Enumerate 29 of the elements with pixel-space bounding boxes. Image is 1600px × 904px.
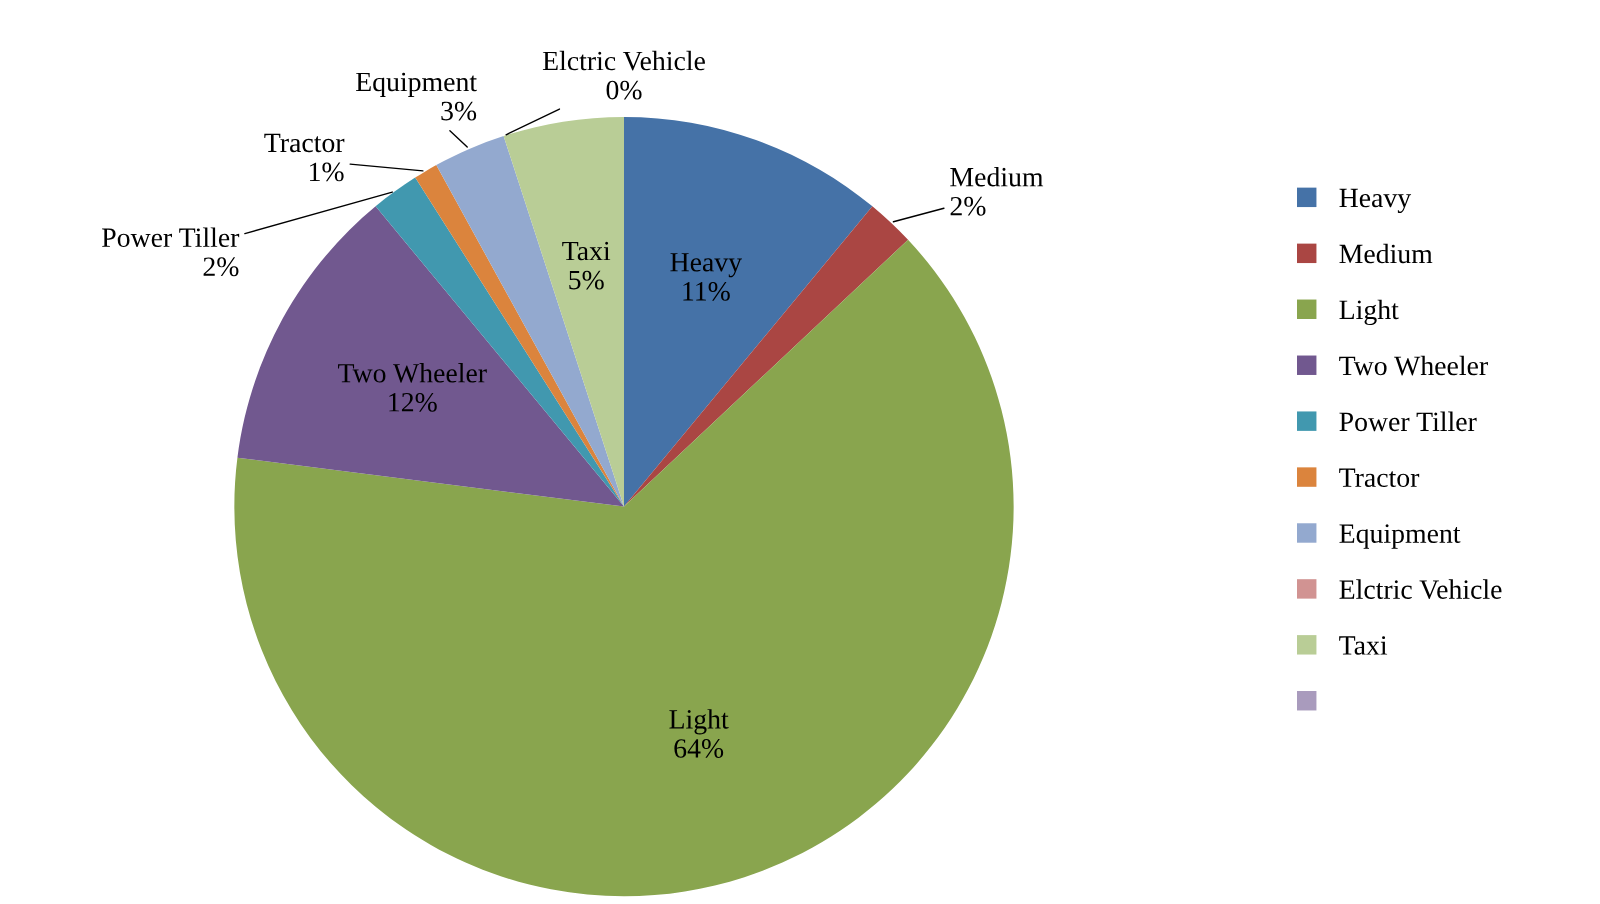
legend-label: Taxi bbox=[1339, 636, 1388, 655]
slice-label: Equipment bbox=[356, 72, 477, 97]
data-label: 12% bbox=[389, 392, 437, 412]
slice-label: Tractor bbox=[264, 133, 345, 153]
slice-label: Taxi bbox=[562, 241, 611, 261]
slice-label: Light bbox=[669, 709, 729, 735]
pie-slice bbox=[503, 116, 624, 507]
legend-label: Elctric Vehicle bbox=[1339, 579, 1502, 600]
legend-label: Equipment bbox=[1339, 524, 1461, 549]
data-label: 1% bbox=[310, 162, 344, 182]
legend-label: Light bbox=[1339, 299, 1399, 325]
data-label: 3% bbox=[441, 101, 477, 121]
legend-label: Heavy bbox=[1339, 188, 1412, 214]
data-label: 64% bbox=[674, 739, 724, 758]
legend-label: Tractor bbox=[1339, 468, 1420, 488]
data-label: 2% bbox=[203, 257, 239, 277]
pie-slice bbox=[624, 116, 873, 507]
legend-label: Medium bbox=[1339, 243, 1433, 264]
data-label: 2% bbox=[950, 196, 986, 216]
category-label: Elctric Vehicle bbox=[542, 50, 705, 71]
slice-label: Power Tiller bbox=[102, 227, 240, 248]
text: 0% bbox=[606, 80, 642, 100]
slice-label: Two Wheeler bbox=[338, 363, 487, 383]
data-label: 11% bbox=[683, 281, 730, 301]
data-label: 5% bbox=[569, 270, 604, 290]
slice-label: Medium bbox=[950, 166, 1044, 187]
slice-label: Heavy bbox=[670, 253, 742, 278]
legend-label: Power Tiller bbox=[1339, 411, 1477, 432]
legend-label: Two Wheeler bbox=[1339, 355, 1488, 376]
